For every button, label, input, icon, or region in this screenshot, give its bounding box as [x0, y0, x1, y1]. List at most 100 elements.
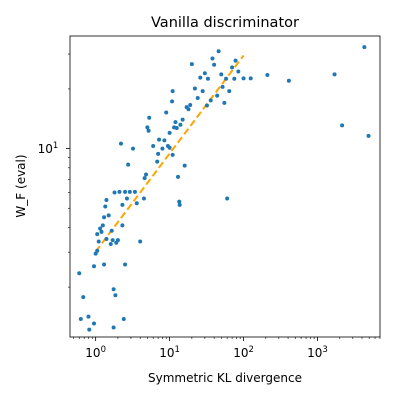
chart-title: Vanilla discriminator — [151, 15, 299, 31]
scatter-point — [151, 144, 156, 149]
scatter-point — [225, 196, 230, 201]
scatter-point — [132, 189, 137, 194]
scatter-point — [155, 159, 160, 164]
scatter-point — [111, 287, 116, 292]
fit-line — [94, 54, 245, 253]
scatter-point — [186, 107, 191, 112]
scatter-point — [123, 262, 128, 267]
scatter-point — [95, 248, 100, 253]
scatter-point — [110, 238, 115, 243]
scatter-point — [177, 202, 182, 207]
scatter-point — [113, 293, 118, 298]
scatter-point — [138, 239, 143, 244]
scatter-point — [77, 271, 82, 276]
scatter-point — [205, 76, 210, 81]
scatter-point — [202, 71, 207, 76]
scatter-point — [98, 226, 103, 231]
scatter-point — [340, 123, 345, 128]
scatter-point — [173, 120, 178, 125]
scatter-point — [167, 145, 172, 150]
scatter-point — [81, 295, 86, 300]
scatter-point — [157, 137, 162, 142]
scatter-point — [102, 262, 107, 267]
scatter-point — [86, 314, 91, 319]
scatter-point — [189, 62, 194, 67]
scatter-point — [227, 89, 232, 94]
scatter-point — [145, 125, 150, 130]
scatter-point — [195, 96, 200, 101]
x-tick-label: 100 — [85, 345, 106, 360]
scatter-point — [208, 98, 213, 103]
scatter-point — [224, 76, 229, 81]
scatter-point — [180, 117, 185, 122]
scatter-point — [112, 190, 117, 195]
scatter-point — [127, 189, 132, 194]
fit-layer — [94, 54, 245, 253]
scatter-point — [230, 65, 235, 70]
scatter-point — [248, 76, 253, 81]
scatter-point — [170, 89, 175, 94]
scatter-point — [212, 62, 217, 67]
scatter-point — [120, 223, 125, 228]
scatter-point — [134, 201, 139, 206]
scatter-point — [109, 228, 114, 233]
scatter-point — [100, 223, 105, 228]
scatter-point — [332, 72, 337, 77]
scatter-point — [142, 176, 147, 181]
scatter-point — [160, 146, 165, 151]
scatter-point — [216, 49, 221, 54]
scatter-point — [92, 264, 96, 269]
y-axis-label: W_F (eval) — [14, 154, 28, 217]
scatter-point — [182, 163, 187, 168]
scatter-point — [131, 146, 135, 151]
scatter-point — [222, 100, 227, 105]
scatter-point — [106, 213, 111, 218]
scatter-point — [126, 162, 131, 167]
scatter-point — [156, 151, 161, 156]
scatter-point — [177, 199, 182, 204]
scatter-point — [176, 174, 181, 179]
scatter-point — [104, 198, 109, 203]
scatter-point — [123, 189, 128, 194]
x-axis-label: Symmetric KL divergence — [148, 371, 302, 385]
scatter-point — [99, 229, 104, 234]
x-tick-label: 102 — [233, 345, 254, 360]
scatter-point — [87, 327, 92, 332]
scatter-point — [120, 202, 125, 207]
scatter-point — [144, 172, 149, 177]
x-tick-label: 101 — [159, 345, 180, 360]
scatter-point — [236, 69, 241, 74]
scatter-point — [215, 93, 220, 98]
scatter-point — [198, 75, 203, 80]
scatter-point — [200, 89, 205, 94]
scatter-point — [124, 196, 129, 201]
scatter-point — [170, 152, 175, 157]
scatter-point — [210, 56, 215, 61]
scatter-point — [78, 317, 83, 322]
scatter-point — [192, 86, 197, 91]
scatter-point — [164, 110, 169, 115]
scatter-point — [95, 232, 100, 237]
scatter-point — [147, 115, 152, 120]
scatter-point — [103, 204, 108, 209]
x-tick-label: 103 — [307, 345, 328, 360]
scatter-point — [108, 242, 113, 246]
scatter-point — [111, 325, 116, 330]
points-layer — [77, 45, 371, 332]
scatter-point — [366, 133, 371, 138]
scatter-point — [220, 84, 225, 89]
scatter-point — [219, 72, 224, 77]
scatter-point — [118, 141, 123, 146]
scatter-point — [286, 78, 291, 83]
scatter-point — [174, 126, 179, 131]
scatter-point — [167, 130, 172, 135]
scatter-point — [362, 45, 367, 50]
scatter-point — [241, 76, 246, 81]
scatter-point — [102, 215, 107, 220]
scatter-point — [265, 73, 270, 78]
plot-frame — [69, 35, 381, 338]
scatter-point — [96, 239, 101, 244]
scatter-point — [121, 317, 126, 322]
scatter-point — [115, 238, 120, 243]
